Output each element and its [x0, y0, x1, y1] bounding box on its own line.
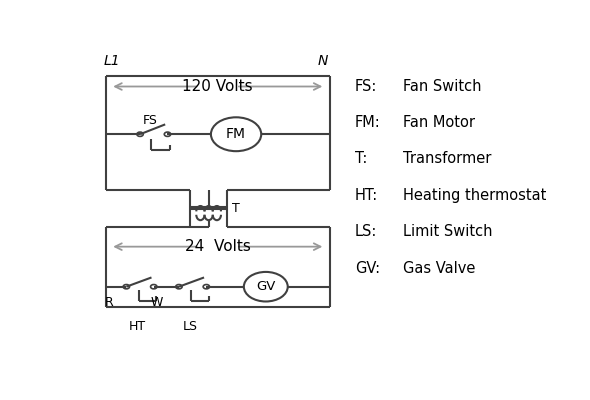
- Text: FM: FM: [226, 127, 246, 141]
- Text: Heating thermostat: Heating thermostat: [403, 188, 546, 203]
- Text: FS: FS: [142, 114, 157, 126]
- Text: Fan Switch: Fan Switch: [403, 79, 481, 94]
- Text: HT:: HT:: [355, 188, 378, 203]
- Text: FM:: FM:: [355, 115, 381, 130]
- Text: Gas Valve: Gas Valve: [403, 260, 476, 276]
- Text: FS:: FS:: [355, 79, 378, 94]
- Text: R: R: [105, 296, 114, 309]
- Text: L1: L1: [103, 54, 120, 68]
- Text: GV:: GV:: [355, 260, 380, 276]
- Text: T:: T:: [355, 152, 368, 166]
- Text: Transformer: Transformer: [403, 152, 491, 166]
- Text: 24  Volts: 24 Volts: [185, 239, 251, 254]
- Text: Fan Motor: Fan Motor: [403, 115, 475, 130]
- Text: N: N: [317, 54, 327, 68]
- Text: Limit Switch: Limit Switch: [403, 224, 493, 239]
- Text: T: T: [231, 202, 240, 215]
- Text: LS:: LS:: [355, 224, 378, 239]
- Text: GV: GV: [256, 280, 276, 293]
- Text: LS: LS: [183, 320, 198, 333]
- Text: 120 Volts: 120 Volts: [182, 79, 253, 94]
- Text: HT: HT: [128, 320, 145, 333]
- Text: W: W: [151, 296, 163, 309]
